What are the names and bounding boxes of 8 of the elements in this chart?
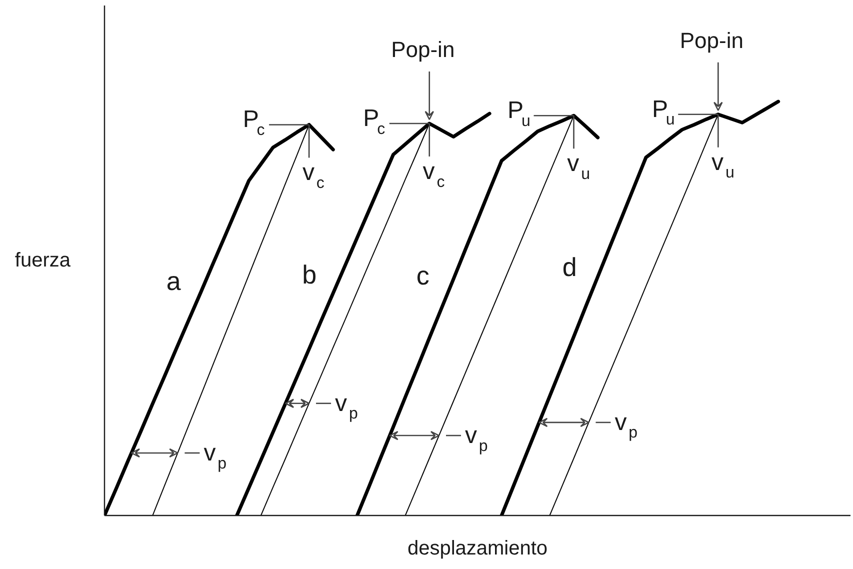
x-axis-title: desplazamiento (407, 538, 548, 560)
series-label: a (166, 266, 182, 296)
series-label: c (416, 260, 430, 291)
annotation: Pop-in (391, 36, 455, 62)
series-label: d (562, 252, 577, 282)
y-axis-title: fuerza (14, 250, 72, 272)
annotation: Pop-in (680, 28, 744, 53)
series-label: b (302, 259, 317, 290)
